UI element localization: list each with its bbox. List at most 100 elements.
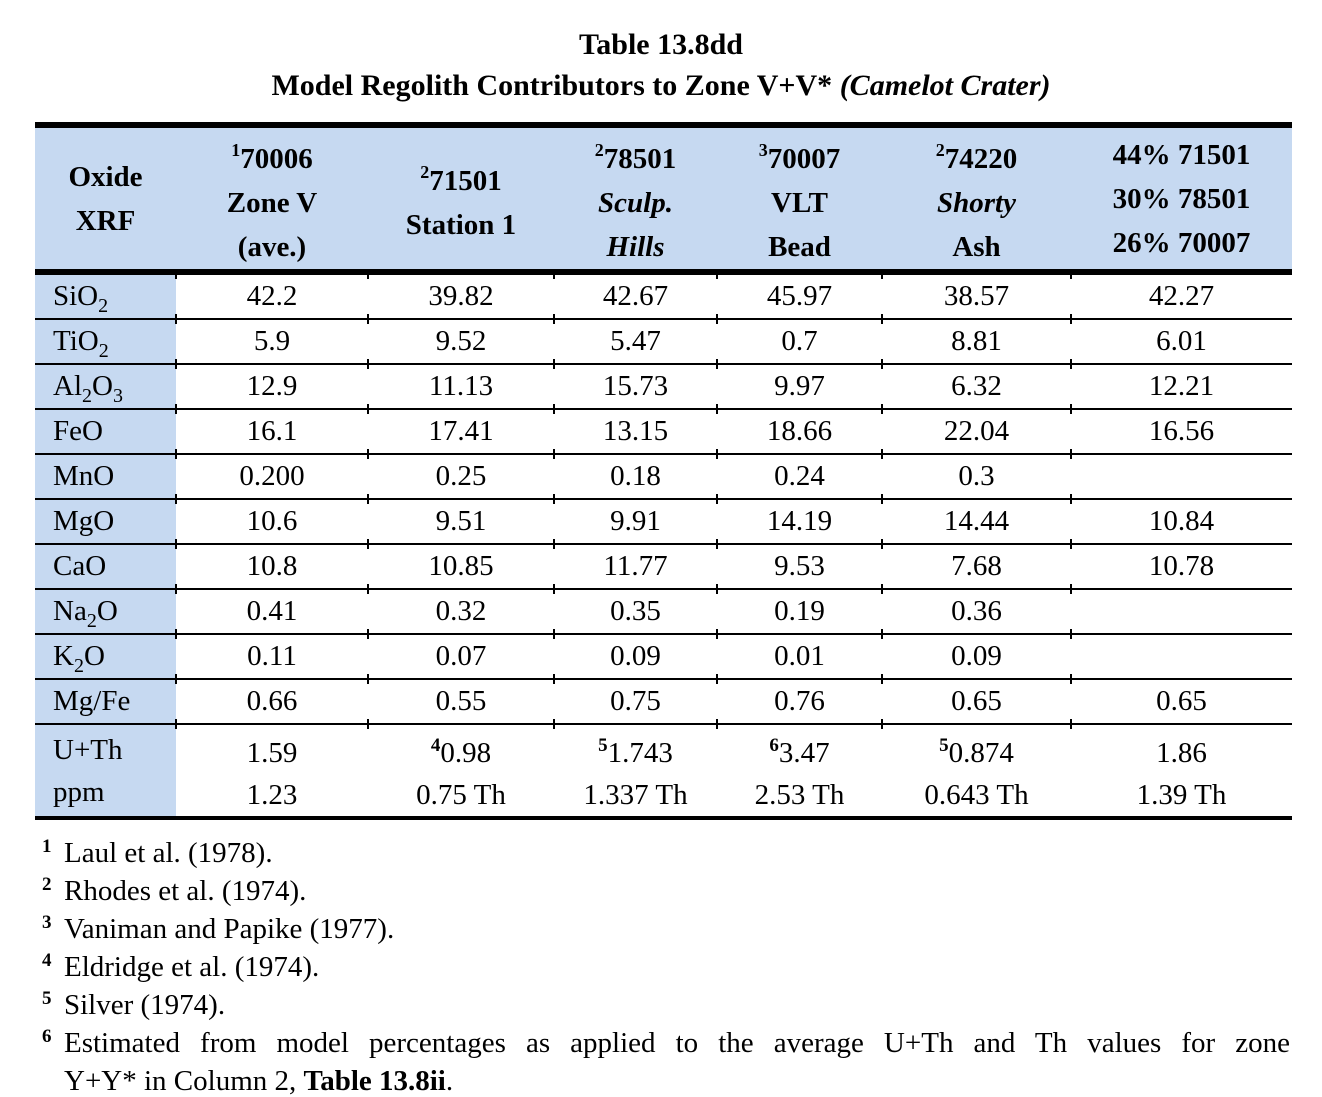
table-row-mgfe: Mg/Fe 0.66 0.55 0.75 0.76 0.65 0.65 xyxy=(35,675,1292,724)
footnote-marker: 5 xyxy=(598,735,608,756)
footnote-text: Vaniman and Papike (1977). xyxy=(64,913,395,945)
regolith-data-table: Oxide XRF 170006 Zone V (ave.) 271501 St… xyxy=(35,122,1292,820)
ppm-value: 1.39 Th xyxy=(1136,779,1227,811)
row-label: Na2O xyxy=(35,588,176,634)
row-label: TiO2 xyxy=(35,318,176,364)
sample-desc: Shorty xyxy=(937,187,1016,219)
table-row-tio2: TiO2 5.9 9.52 5.47 0.7 8.81 6.01 xyxy=(35,315,1292,364)
ppm-value: 1.23 xyxy=(246,779,298,811)
uth-value: 1.86 xyxy=(1156,737,1207,769)
footnote-6-line2: Y+Y* in Column 2, Table 13.8ii. xyxy=(64,1065,454,1097)
table-row-sio2: SiO2 42.2 39.82 42.67 45.97 38.57 42.27 xyxy=(35,268,1292,319)
column-header-74220: 274220 Shorty Ash xyxy=(882,125,1071,275)
footnote-marker: 2 xyxy=(935,140,945,160)
sample-desc: Sculp. xyxy=(598,187,673,219)
sample-id: 70006 xyxy=(240,143,313,175)
footnote-2: 2 Rhodes et al. (1974). xyxy=(42,872,1290,910)
mixture-pct: 44% 71501 xyxy=(1112,138,1251,171)
mixture-pct: 26% 70007 xyxy=(1112,226,1251,259)
cell: 13.15 xyxy=(553,405,717,454)
cell: 6.32 xyxy=(881,360,1071,409)
cell: 9.51 xyxy=(367,495,554,544)
uth-value: 0.98 xyxy=(440,737,492,769)
corner-line1: Oxide xyxy=(68,160,143,193)
footnote-text: Silver (1974). xyxy=(64,989,226,1021)
sample-desc: Zone V xyxy=(226,187,318,219)
cell: 9.53 xyxy=(716,540,882,589)
uth-value: 0.874 xyxy=(948,737,1014,769)
cell: 5.47 xyxy=(553,315,717,364)
row-label-line2: ppm xyxy=(53,775,105,808)
cell: 16.1 xyxy=(175,405,368,454)
row-label: Mg/Fe xyxy=(35,678,176,724)
cell: 0.09 xyxy=(881,630,1071,679)
footnote-text: Eldridge et al. (1974). xyxy=(64,951,320,983)
cell: 1.59 1.23 xyxy=(175,720,368,818)
corner-line2: XRF xyxy=(75,204,136,237)
cell: 10.6 xyxy=(175,495,368,544)
table-row-k2o: K2O 0.11 0.07 0.09 0.01 0.09 xyxy=(35,630,1292,679)
ppm-value: 0.643 Th xyxy=(924,779,1029,811)
cell xyxy=(1070,450,1292,499)
sample-id: 74220 xyxy=(944,143,1018,175)
footnote-5: 5 Silver (1974). xyxy=(42,986,1290,1024)
cell: 0.200 xyxy=(175,450,368,499)
row-label: Al2O3 xyxy=(35,363,176,409)
row-label: CaO xyxy=(35,543,176,589)
cell: 0.55 xyxy=(367,675,554,724)
cell: 16.56 xyxy=(1070,405,1292,454)
table-row-mgo: MgO 10.6 9.51 9.91 14.19 14.44 10.84 xyxy=(35,495,1292,544)
cell: 0.65 xyxy=(881,675,1071,724)
footnote-number: 1 xyxy=(42,836,52,857)
cell: 0.07 xyxy=(367,630,554,679)
cell: 0.18 xyxy=(553,450,717,499)
sample-desc: (ave.) xyxy=(237,231,307,263)
column-header-70007: 370007 VLT Bead xyxy=(717,125,882,275)
cell: 1.86 1.39 Th xyxy=(1070,720,1292,818)
uth-value: 3.47 xyxy=(778,737,830,769)
footnote-number: 6 xyxy=(42,1026,52,1047)
cell: 10.78 xyxy=(1070,540,1292,589)
cell: 9.91 xyxy=(553,495,717,544)
cell: 0.3 xyxy=(881,450,1071,499)
corner-header-oxide-xrf: Oxide XRF xyxy=(35,125,176,275)
table-title-line1: Table 13.8dd xyxy=(579,28,743,61)
cell: 15.73 xyxy=(553,360,717,409)
title-text: Model Regolith Contributors to Zone V+V* xyxy=(271,69,840,102)
footnotes: 1 Laul et al. (1978). 2 Rhodes et al. (1… xyxy=(42,834,1290,1097)
column-header-70006: 170006 Zone V (ave.) xyxy=(176,125,368,275)
cell: 14.19 xyxy=(716,495,882,544)
cell: 0.7 xyxy=(716,315,882,364)
ppm-value: 0.75 Th xyxy=(416,779,506,811)
table-row-na2o: Na2O 0.41 0.32 0.35 0.19 0.36 xyxy=(35,585,1292,634)
uth-value: 1.743 xyxy=(607,737,673,769)
cell: 42.2 xyxy=(175,268,368,319)
footnote-6: 6 Estimated from model percentages as ap… xyxy=(42,1024,1290,1097)
cell: 45.97 xyxy=(716,268,882,319)
cell: 0.65 xyxy=(1070,675,1292,724)
table-row-mno: MnO 0.200 0.25 0.18 0.24 0.3 xyxy=(35,450,1292,499)
sample-id: 78501 xyxy=(603,143,677,175)
cell: 7.68 xyxy=(881,540,1071,589)
sample-desc: Station 1 xyxy=(405,209,517,241)
table-row-al2o3: Al2O3 12.9 11.13 15.73 9.97 6.32 12.21 xyxy=(35,360,1292,409)
cell: 0.41 xyxy=(175,585,368,634)
footnote-number: 4 xyxy=(42,950,52,971)
footnote-3: 3 Vaniman and Papike (1977). xyxy=(42,910,1290,948)
ppm-value: 2.53 Th xyxy=(754,779,845,811)
header-row: Oxide XRF 170006 Zone V (ave.) 271501 St… xyxy=(35,125,1292,275)
cell xyxy=(1070,630,1292,679)
table-reference: Table 13.8ii xyxy=(303,1065,446,1097)
footnote-4: 4 Eldridge et al. (1974). xyxy=(42,948,1290,986)
cell: 0.19 xyxy=(716,585,882,634)
sample-id: 70007 xyxy=(767,143,841,175)
cell: 0.09 xyxy=(553,630,717,679)
cell: 17.41 xyxy=(367,405,554,454)
footnote-marker: 2 xyxy=(420,162,430,182)
table-row-feo: FeO 16.1 17.41 13.15 18.66 22.04 16.56 xyxy=(35,405,1292,454)
cell: 8.81 xyxy=(881,315,1071,364)
footnote-number: 3 xyxy=(42,912,52,933)
cell: 11.77 xyxy=(553,540,717,589)
cell: 9.52 xyxy=(367,315,554,364)
cell: 10.84 xyxy=(1070,495,1292,544)
